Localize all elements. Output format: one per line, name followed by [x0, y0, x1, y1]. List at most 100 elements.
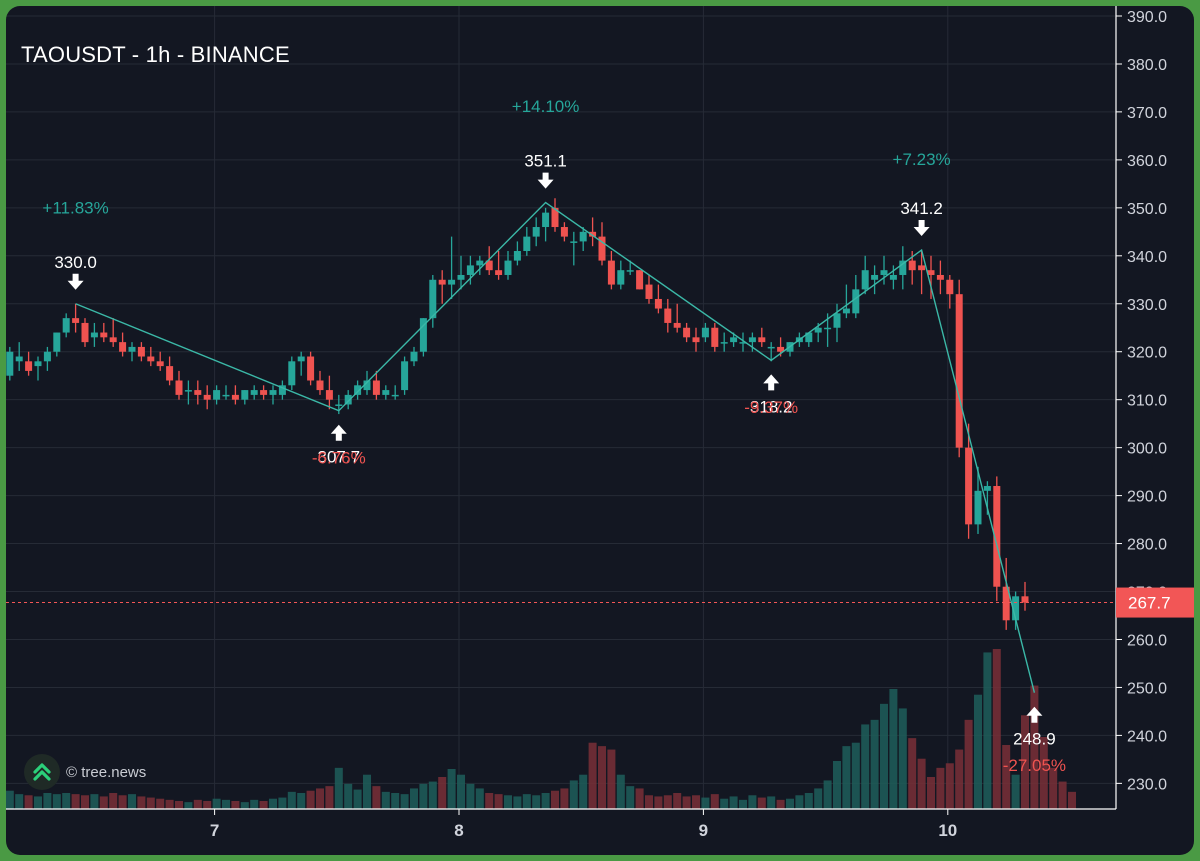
candle-body	[203, 394, 211, 400]
arrow-down-icon	[537, 172, 554, 189]
arrow-down-icon	[67, 273, 84, 290]
price-axis-label: 330.0	[1127, 297, 1167, 314]
volume-bar	[870, 719, 879, 809]
candle-body	[767, 346, 775, 349]
volume-bar	[851, 742, 860, 809]
pivot-label: 307.7	[318, 448, 361, 467]
candle-body	[34, 361, 42, 367]
candle-body	[485, 260, 493, 271]
volume-bar	[1011, 774, 1020, 809]
volume-bar	[748, 795, 757, 809]
price-axis-label: 280.0	[1127, 537, 1167, 554]
candle-body	[889, 274, 897, 280]
volume-bar	[156, 798, 165, 809]
arrow-up-icon	[1026, 706, 1043, 723]
volume-bar	[927, 777, 935, 809]
volume-bar	[71, 794, 80, 809]
volume-bar	[767, 796, 776, 809]
price-axis-label: 230.0	[1127, 776, 1167, 793]
candle-body	[401, 361, 409, 391]
candlestick-chart[interactable]: 330.0 307.7 351.1 318.2 341.2 248.9 +11.83% -6.…	[6, 6, 1194, 855]
volume-bar	[353, 789, 362, 809]
volume-bar	[231, 801, 240, 809]
price-axis-label: 340.0	[1127, 249, 1167, 266]
volume-bar	[428, 781, 437, 809]
candle-body	[683, 327, 691, 338]
percent-change-label: -9.37%	[744, 398, 798, 417]
candle-body	[1012, 596, 1020, 621]
volume-bar	[814, 788, 823, 809]
volume-bar	[635, 788, 644, 809]
candle-body	[81, 322, 89, 343]
candle-body	[720, 342, 728, 344]
percent-change-label: +7.23%	[893, 150, 951, 169]
volume-bar	[504, 795, 512, 809]
candle-body	[466, 265, 474, 275]
candle-body	[448, 279, 456, 285]
volume-bar	[701, 797, 710, 809]
volume-bar	[325, 786, 334, 809]
volume-bar	[795, 795, 804, 809]
volume-bar	[626, 786, 635, 809]
pivot-label: 330.0	[54, 253, 97, 272]
volume-bar	[118, 795, 127, 809]
candle-body	[278, 385, 286, 395]
candle-body	[250, 390, 258, 395]
volume-bar	[81, 795, 89, 809]
price-axis-label: 360.0	[1127, 153, 1167, 170]
volume-bar	[588, 742, 597, 809]
price-axis-label: 320.0	[1127, 345, 1167, 362]
volume-bar	[109, 793, 118, 809]
volume-bar	[673, 793, 682, 809]
volume-bar	[654, 796, 663, 809]
volume-bar	[184, 802, 193, 809]
volume-bar	[833, 761, 841, 809]
volume-bar	[297, 793, 306, 809]
volume-bar	[475, 788, 484, 809]
volume-bar	[541, 793, 550, 809]
pivot-label: 318.2	[750, 397, 793, 416]
candle-body	[654, 298, 662, 309]
price-axis-label: 350.0	[1127, 201, 1167, 218]
price-axis-label: 380.0	[1127, 57, 1167, 74]
percent-change-label: -6.76%	[312, 448, 366, 467]
candle-body	[513, 251, 521, 261]
volume-bar	[99, 796, 108, 809]
price-axis-label: 390.0	[1127, 9, 1167, 26]
volume-bar	[269, 798, 277, 809]
volume-bar	[663, 795, 672, 809]
volume-bar	[90, 794, 99, 809]
candle-body	[213, 390, 221, 400]
candle-body	[241, 390, 249, 400]
volume-bar	[1021, 715, 1029, 809]
candle-body	[814, 327, 822, 333]
volume-bar	[62, 793, 71, 809]
time-axis-label: 7	[210, 821, 219, 840]
volume-bar	[945, 763, 954, 809]
candle-body	[156, 361, 164, 367]
volume-bar	[974, 694, 982, 809]
candle-body	[993, 486, 1001, 587]
volume-bar	[52, 794, 61, 809]
candle-body	[936, 274, 944, 280]
candle-body	[664, 308, 672, 323]
candle-body	[908, 260, 916, 271]
candle-body	[739, 342, 747, 344]
volume-bar	[1030, 685, 1039, 809]
candle-body	[983, 486, 991, 491]
volume-bar	[381, 791, 390, 809]
volume-bar	[598, 746, 606, 809]
candle-body	[570, 241, 578, 243]
volume-bar	[569, 780, 578, 809]
candle-body	[927, 270, 935, 275]
volume-bar	[607, 749, 616, 809]
volume-bar	[880, 703, 888, 809]
candle-body	[137, 346, 145, 357]
candle-body	[184, 390, 192, 392]
price-axis-label: 370.0	[1127, 105, 1167, 122]
volume-bar	[494, 794, 503, 809]
volume-bar	[306, 790, 315, 809]
candle-body	[316, 380, 324, 391]
volume-bar	[316, 788, 324, 809]
volume-bar	[203, 801, 212, 809]
